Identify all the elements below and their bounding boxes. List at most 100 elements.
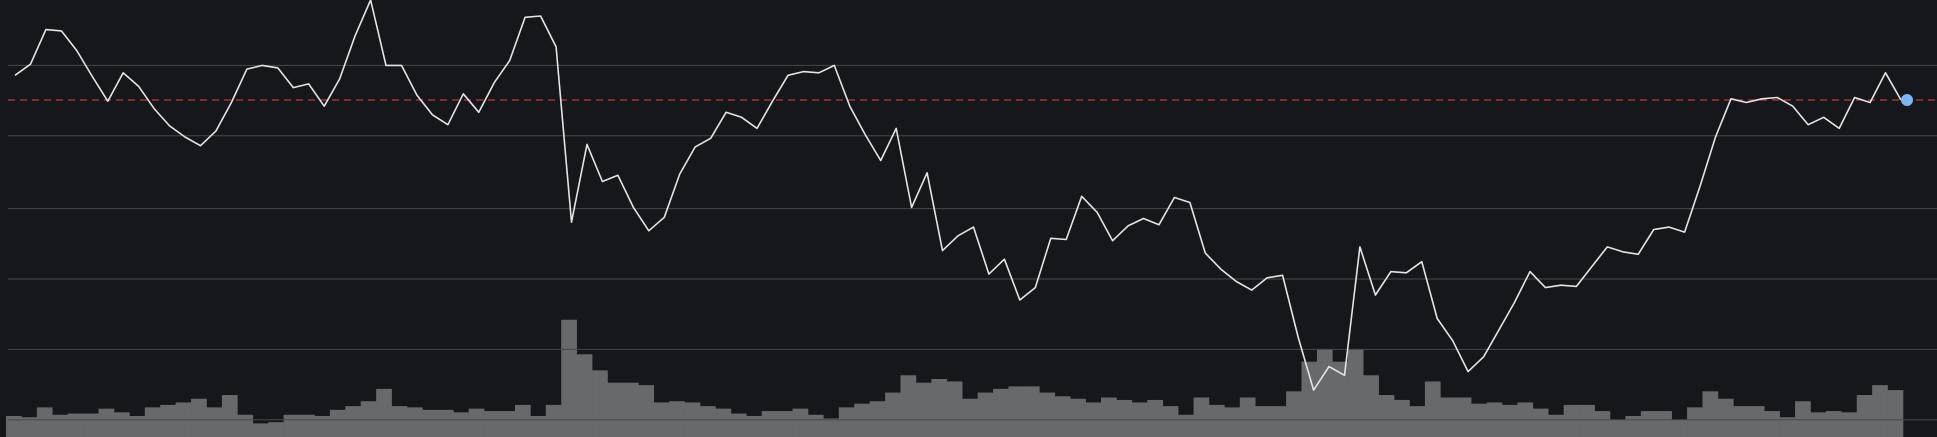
volume-bar xyxy=(823,418,840,437)
volume-bar xyxy=(52,414,68,437)
volume-bar xyxy=(484,411,500,437)
volume-bar xyxy=(1671,419,1688,437)
volume-bar xyxy=(638,385,655,437)
volume-bar xyxy=(514,404,531,437)
volume-bar xyxy=(360,401,377,437)
volume-bar xyxy=(746,416,763,437)
volume-bar xyxy=(1702,391,1719,437)
volume-bar xyxy=(206,407,223,437)
volume-bar xyxy=(1054,396,1071,437)
volume-bar xyxy=(345,406,362,437)
volume-bar xyxy=(1239,397,1256,437)
volume-bar xyxy=(1687,407,1703,437)
volume-bar xyxy=(1594,411,1611,437)
volume-bar xyxy=(1193,397,1210,437)
volume-bar xyxy=(869,401,886,437)
volume-bar xyxy=(314,416,331,437)
volume-bar xyxy=(1625,416,1642,437)
volume-bar xyxy=(1887,390,1904,437)
volume-bar xyxy=(422,409,439,437)
grid-layer xyxy=(8,64,1937,421)
volume-bar xyxy=(98,408,115,437)
volume-bar xyxy=(700,406,716,437)
volume-bar xyxy=(468,408,485,437)
volume-bar xyxy=(530,416,547,437)
volume-bar xyxy=(1409,406,1426,437)
volume-bar xyxy=(931,378,948,437)
volume-bar xyxy=(761,411,778,437)
volume-bar xyxy=(83,413,99,437)
volume-bar xyxy=(1162,406,1179,437)
volume-bar xyxy=(1825,411,1842,437)
volume-bar xyxy=(252,423,269,437)
volume-bar xyxy=(268,422,284,437)
volume-bar xyxy=(1378,395,1395,437)
volume-bar xyxy=(237,414,254,437)
volume-bar xyxy=(36,407,53,437)
volume-bar xyxy=(1301,361,1318,437)
volume-bar xyxy=(1548,414,1564,437)
price-layer xyxy=(14,0,1913,391)
volume-bar xyxy=(6,416,22,437)
price-line xyxy=(14,0,1902,391)
volume-bar xyxy=(499,411,516,437)
volume-bar xyxy=(730,413,747,437)
volume-bar xyxy=(1856,395,1873,437)
volume-bar xyxy=(1178,414,1194,437)
volume-bar xyxy=(1502,404,1518,437)
volume-bar xyxy=(1147,399,1164,437)
volume-bar xyxy=(1532,408,1549,437)
volume-bar xyxy=(1810,412,1827,437)
volume-bar xyxy=(1609,419,1626,437)
volume-bar xyxy=(622,382,639,437)
volume-bar xyxy=(1286,391,1302,437)
volume-bar xyxy=(1070,398,1086,437)
volume-bar xyxy=(299,414,315,437)
volume-bar xyxy=(1208,404,1225,437)
volume-bar xyxy=(391,406,408,437)
volume-bar xyxy=(885,392,901,437)
volume-bar xyxy=(1640,411,1657,437)
volume-bar xyxy=(1841,412,1858,437)
volume-bar xyxy=(1039,392,1056,437)
volume-bar xyxy=(1872,385,1888,437)
volume-bar xyxy=(1563,404,1580,437)
volume-bar xyxy=(854,403,870,437)
volume-bar xyxy=(592,370,608,437)
volume-bar xyxy=(792,408,809,437)
last-point xyxy=(1901,93,1913,106)
volume-bar xyxy=(1764,411,1780,437)
volume-bar xyxy=(1224,407,1241,437)
volume-bar xyxy=(576,354,593,437)
volume-bar xyxy=(1424,381,1441,437)
volume-bar xyxy=(160,404,176,437)
volume-bar xyxy=(1779,417,1796,437)
volume-bar xyxy=(1440,397,1457,437)
volume-bar xyxy=(406,407,423,437)
volume-bar xyxy=(1717,398,1734,437)
volume-bar xyxy=(993,388,1009,437)
volume-bar xyxy=(1347,349,1364,437)
volume-bar xyxy=(329,409,346,437)
volume-bar xyxy=(113,412,130,437)
volume-bar xyxy=(1733,406,1750,437)
volume-bar xyxy=(1101,397,1117,437)
volume-bar xyxy=(669,401,685,437)
volume-bar xyxy=(1255,406,1271,437)
volume-bar xyxy=(962,398,978,437)
volume-bar xyxy=(1023,386,1040,437)
volume-bar xyxy=(1748,406,1765,437)
volume-bar xyxy=(1008,386,1025,437)
volume-bar xyxy=(900,375,917,437)
volume-bar xyxy=(1316,349,1333,437)
volume-bar xyxy=(777,411,793,437)
volume-bar xyxy=(1455,397,1472,437)
volume-bar xyxy=(21,417,38,437)
volume-bar xyxy=(67,413,84,437)
volume-bar xyxy=(1363,375,1379,437)
volume-bar xyxy=(607,382,624,437)
volume-bar xyxy=(1116,399,1133,437)
volume-layer xyxy=(6,319,1904,437)
volume-bar xyxy=(1394,399,1410,437)
